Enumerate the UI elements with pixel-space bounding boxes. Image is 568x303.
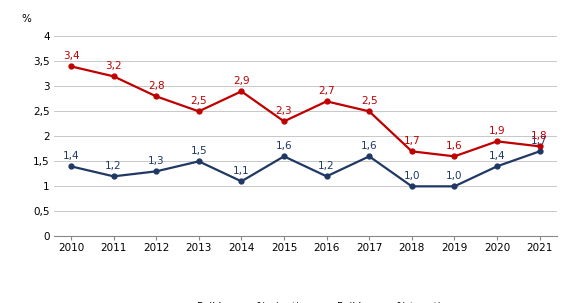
Text: 1,7: 1,7: [531, 136, 548, 146]
Poikkeama % tuonti: [153, 95, 160, 98]
Text: 2,7: 2,7: [318, 86, 335, 96]
Poikkeama % tuonti: [494, 139, 500, 143]
Text: 1,6: 1,6: [446, 141, 463, 151]
Poikkeama % vienti: [153, 169, 160, 173]
Poikkeama % tuonti: [323, 99, 330, 103]
Line: Poikkeama % tuonti: Poikkeama % tuonti: [69, 64, 542, 159]
Text: 1,4: 1,4: [488, 151, 506, 161]
Text: 2,9: 2,9: [233, 76, 250, 86]
Text: 1,3: 1,3: [148, 156, 165, 166]
Poikkeama % tuonti: [408, 149, 415, 153]
Text: 1,2: 1,2: [318, 161, 335, 171]
Text: 3,4: 3,4: [62, 51, 80, 61]
Text: 1,2: 1,2: [105, 161, 122, 171]
Poikkeama % tuonti: [110, 75, 117, 78]
Poikkeama % vienti: [408, 185, 415, 188]
Poikkeama % vienti: [238, 179, 245, 183]
Poikkeama % tuonti: [195, 110, 202, 113]
Text: 3,2: 3,2: [105, 61, 122, 71]
Text: 1,7: 1,7: [403, 136, 420, 146]
Legend: Poikkeama % vienti, Poikkeama % tuonti: Poikkeama % vienti, Poikkeama % tuonti: [166, 298, 445, 303]
Poikkeama % tuonti: [451, 155, 458, 158]
Poikkeama % tuonti: [366, 110, 373, 113]
Text: 2,5: 2,5: [190, 96, 207, 106]
Poikkeama % vienti: [494, 165, 500, 168]
Poikkeama % vienti: [195, 160, 202, 163]
Text: 1,0: 1,0: [446, 171, 463, 181]
Poikkeama % tuonti: [281, 120, 287, 123]
Text: 1,1: 1,1: [233, 166, 250, 176]
Poikkeama % tuonti: [68, 65, 74, 68]
Poikkeama % vienti: [110, 175, 117, 178]
Line: Poikkeama % vienti: Poikkeama % vienti: [69, 149, 542, 189]
Text: 2,5: 2,5: [361, 96, 378, 106]
Poikkeama % vienti: [323, 175, 330, 178]
Text: 1,6: 1,6: [361, 141, 378, 151]
Text: 1,5: 1,5: [190, 146, 207, 156]
Poikkeama % vienti: [536, 149, 543, 153]
Text: %: %: [21, 14, 31, 24]
Poikkeama % vienti: [281, 155, 287, 158]
Poikkeama % vienti: [451, 185, 458, 188]
Text: 1,9: 1,9: [488, 126, 506, 136]
Poikkeama % tuonti: [238, 90, 245, 93]
Text: 1,0: 1,0: [403, 171, 420, 181]
Text: 1,8: 1,8: [531, 131, 548, 141]
Text: 2,3: 2,3: [275, 106, 293, 116]
Poikkeama % vienti: [366, 155, 373, 158]
Poikkeama % tuonti: [536, 145, 543, 148]
Text: 2,8: 2,8: [148, 81, 165, 91]
Text: 1,6: 1,6: [275, 141, 293, 151]
Text: 1,4: 1,4: [62, 151, 80, 161]
Poikkeama % vienti: [68, 165, 74, 168]
